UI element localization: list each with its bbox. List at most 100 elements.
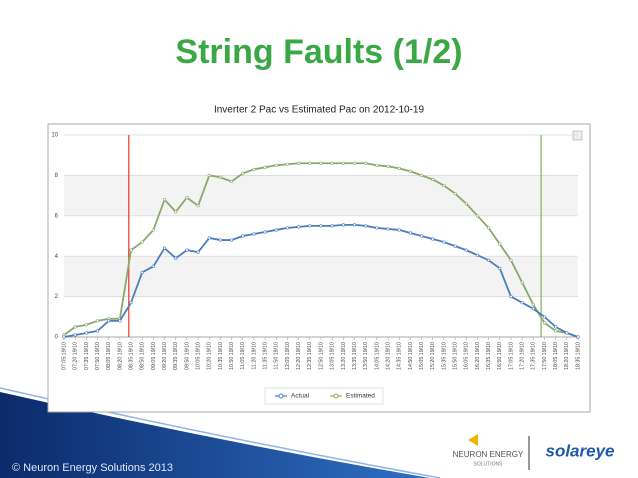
point	[196, 204, 200, 208]
x-tick-label: 17:50 19/10	[542, 342, 548, 370]
x-tick-label: 15:20 19/10	[430, 342, 436, 370]
point	[576, 335, 580, 339]
point	[95, 319, 100, 323]
point	[285, 226, 290, 230]
point	[431, 237, 435, 241]
x-tick-label: 17:35 19/10	[531, 342, 537, 370]
point	[107, 319, 111, 323]
point	[330, 161, 334, 165]
logo-right: solareye	[546, 441, 615, 460]
point	[487, 258, 491, 262]
x-tick-label: 07:35 19/10	[84, 342, 90, 370]
point	[375, 163, 379, 167]
point	[162, 198, 167, 202]
legend-label: Actual	[291, 393, 310, 400]
x-tick-label: 12:05 19/10	[285, 342, 291, 370]
x-tick-label: 13:50 19/10	[363, 342, 369, 370]
point	[554, 329, 558, 333]
point	[509, 295, 513, 299]
y-tick-label: 8	[55, 173, 59, 179]
x-tick-label: 12:50 19/10	[318, 342, 324, 370]
x-tick-label: 17:05 19/10	[508, 342, 514, 370]
y-tick-label: 2	[55, 294, 59, 300]
point	[408, 169, 412, 173]
x-tick-label: 14:05 19/10	[374, 342, 380, 370]
point	[397, 166, 401, 170]
point	[464, 202, 468, 206]
point	[319, 224, 323, 228]
x-tick-label: 13:05 19/10	[330, 342, 336, 370]
x-tick-label: 13:35 19/10	[352, 342, 358, 370]
point	[62, 335, 66, 339]
point	[408, 231, 412, 235]
point	[252, 167, 256, 171]
x-tick-label: 18:05 19/10	[553, 342, 559, 370]
y-tick-label: 10	[51, 133, 58, 139]
point	[151, 228, 155, 232]
point	[341, 223, 345, 227]
x-tick-label: 15:05 19/10	[419, 342, 425, 370]
x-tick-label: 11:50 19/10	[274, 342, 280, 370]
point	[274, 163, 278, 167]
x-tick-label: 18:35 19/10	[575, 342, 581, 370]
point	[531, 307, 535, 311]
logo-left-sub: SOLUTIONS	[474, 461, 504, 467]
point	[364, 161, 368, 165]
point	[162, 246, 167, 250]
point	[397, 228, 401, 232]
x-tick-label: 11:35 19/10	[263, 342, 269, 370]
point	[218, 175, 223, 180]
point	[185, 196, 189, 200]
footer-text: © Neuron Energy Solutions 2013	[12, 462, 173, 474]
x-tick-label: 13:20 19/10	[341, 342, 347, 370]
menu-button[interactable]	[572, 130, 583, 141]
logo-icon	[468, 434, 478, 446]
x-tick-label: 07:20 19/10	[73, 342, 79, 370]
point	[554, 325, 558, 329]
x-tick-label: 08:35 19/10	[128, 342, 134, 370]
x-tick-label: 11:05 19/10	[240, 342, 246, 370]
x-tick-label: 07:50 19/10	[95, 342, 101, 370]
x-tick-label: 08:50 19/10	[140, 342, 146, 370]
point	[118, 319, 122, 323]
point	[352, 161, 357, 165]
x-tick-label: 17:20 19/10	[520, 342, 526, 370]
point	[520, 280, 524, 285]
point	[520, 301, 524, 305]
point	[386, 227, 390, 231]
point	[419, 173, 424, 177]
y-tick-label: 0	[55, 335, 59, 341]
chart-title: Inverter 2 Pac vs Estimated Pac on 2012-…	[214, 105, 425, 116]
x-tick-label: 12:35 19/10	[307, 342, 313, 370]
y-tick-label: 6	[55, 213, 59, 219]
point	[263, 230, 267, 234]
point	[84, 323, 88, 327]
point	[174, 256, 178, 260]
x-tick-label: 16:20 19/10	[475, 342, 481, 370]
point	[274, 228, 278, 232]
point	[140, 240, 144, 244]
x-tick-label: 07:05 19/10	[61, 342, 67, 370]
point	[174, 210, 178, 214]
point	[319, 161, 323, 165]
point	[151, 264, 155, 268]
point	[419, 234, 424, 238]
point	[230, 238, 234, 242]
point	[498, 242, 502, 246]
x-tick-label: 14:35 19/10	[397, 342, 403, 370]
point	[431, 177, 435, 182]
point	[241, 171, 245, 175]
logo-left: NEURON ENERGY	[453, 450, 524, 459]
point	[542, 315, 547, 319]
x-tick-label: 09:35 19/10	[173, 342, 179, 370]
point	[442, 240, 446, 244]
point	[230, 179, 234, 184]
point	[341, 161, 345, 165]
footer-swoosh	[0, 392, 430, 478]
y-tick-label: 4	[55, 254, 59, 260]
point	[241, 234, 245, 238]
grid-band	[64, 175, 578, 216]
point	[330, 224, 334, 228]
x-tick-label: 15:35 19/10	[441, 342, 447, 370]
